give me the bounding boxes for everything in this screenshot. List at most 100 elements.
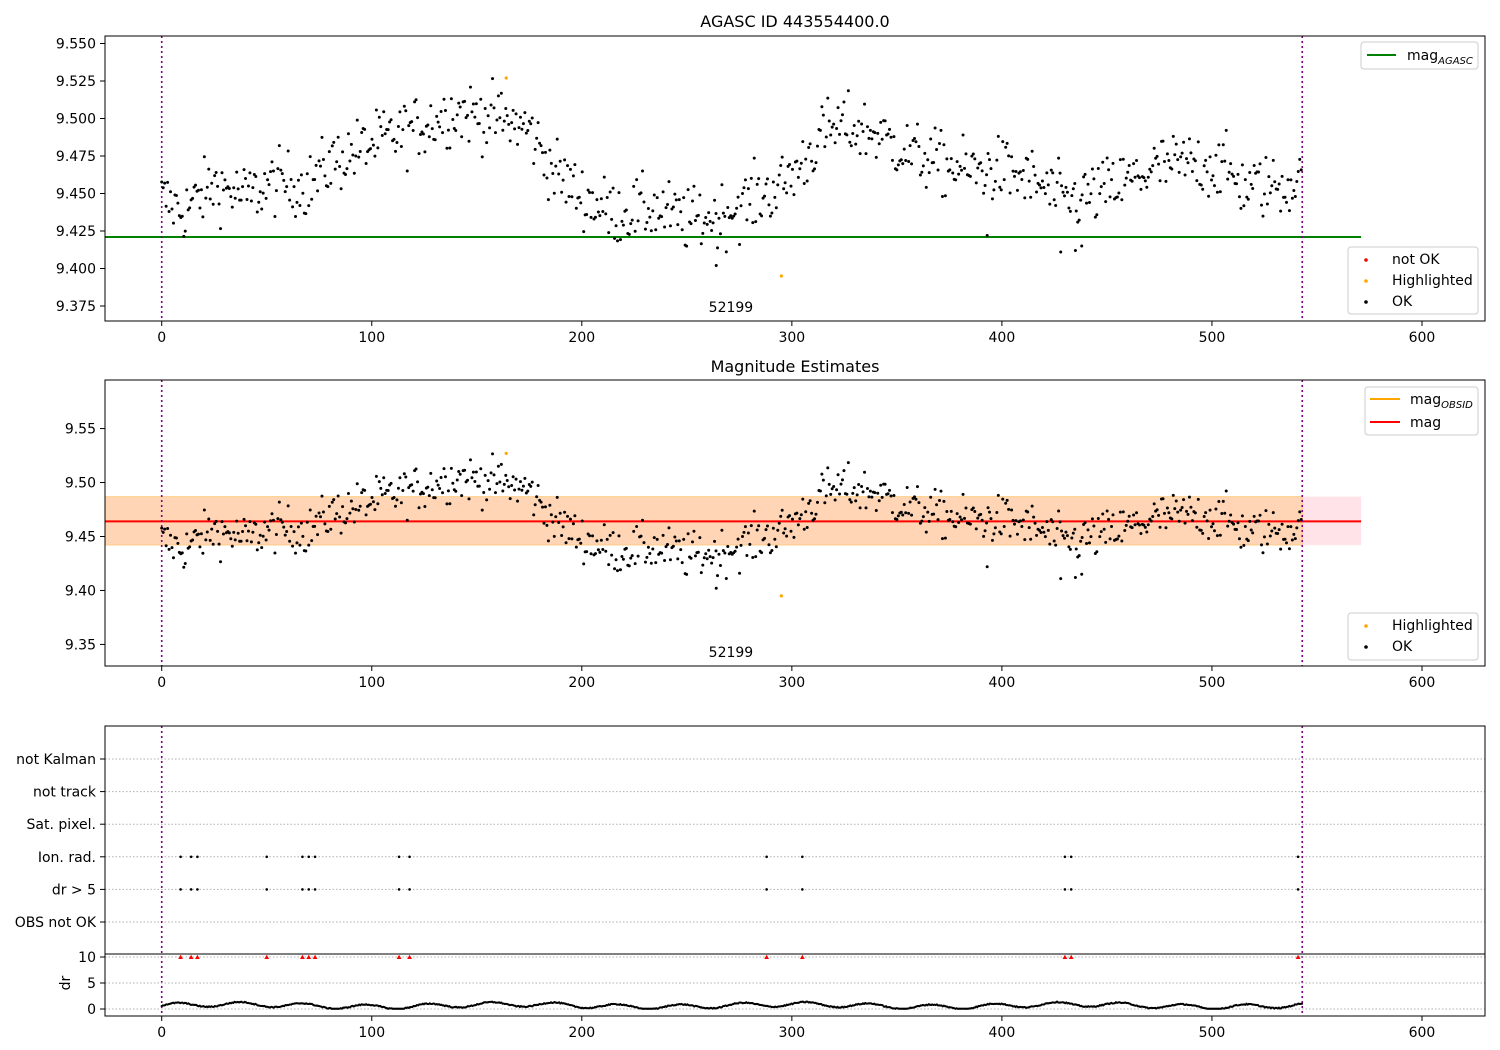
ok-point <box>848 140 852 144</box>
ok-point <box>801 140 805 144</box>
ok-point <box>174 536 178 540</box>
ok-point <box>620 555 624 559</box>
ok-point <box>923 151 927 155</box>
ok-point <box>1237 537 1241 541</box>
ok-point <box>1286 525 1290 529</box>
ok-point <box>1067 545 1071 549</box>
ok-point <box>827 119 831 123</box>
ok-point <box>401 488 405 492</box>
ok-point <box>790 167 794 171</box>
ok-point <box>1143 179 1147 183</box>
ok-point <box>1095 213 1099 217</box>
ok-point <box>286 504 290 508</box>
ok-point <box>488 487 492 491</box>
ok-point <box>430 488 434 492</box>
ok-point <box>1012 174 1016 178</box>
ok-point <box>1186 512 1190 516</box>
ok-point <box>344 521 348 525</box>
ok-point <box>321 157 325 161</box>
ok-point <box>1132 162 1136 166</box>
ok-point <box>714 264 718 267</box>
ok-point <box>1055 180 1059 184</box>
ok-point <box>291 544 295 548</box>
ok-point <box>269 519 273 523</box>
ok-point <box>486 479 490 483</box>
ok-point <box>645 555 649 559</box>
ok-point <box>289 524 293 528</box>
ok-point <box>579 541 583 545</box>
ok-point <box>883 482 887 486</box>
ok-point <box>235 170 239 174</box>
ok-point <box>517 126 521 130</box>
ok-point <box>191 538 195 542</box>
ok-point <box>910 162 914 166</box>
ok-point <box>167 547 171 551</box>
ok-point <box>736 537 740 541</box>
ok-point <box>745 218 749 222</box>
ok-point <box>1155 508 1159 512</box>
ok-point <box>1273 180 1277 184</box>
ok-point <box>1174 499 1178 503</box>
ok-point <box>899 158 903 162</box>
ok-point <box>258 533 262 537</box>
ok-point <box>663 225 667 229</box>
ok-point <box>407 124 411 128</box>
ok-point <box>867 495 871 499</box>
ok-point <box>1083 172 1087 176</box>
ok-point <box>223 525 227 529</box>
ok-point <box>1142 523 1146 527</box>
ok-point <box>285 530 289 534</box>
ok-point <box>792 193 796 197</box>
ok-point <box>529 122 533 126</box>
ok-point <box>1139 532 1143 536</box>
ok-point <box>652 193 656 197</box>
ok-point <box>1249 528 1253 532</box>
ok-point <box>532 162 536 166</box>
ok-point <box>1064 185 1068 189</box>
ok-point <box>760 551 764 555</box>
ok-point <box>892 494 896 498</box>
ok-point <box>1011 518 1015 522</box>
flag-row-label: Ion. rad. <box>38 850 96 866</box>
ok-point <box>348 159 352 163</box>
ok-point <box>370 137 374 141</box>
ok-point <box>1092 177 1096 181</box>
ok-point <box>730 216 734 220</box>
ok-point <box>1158 179 1162 183</box>
ok-point <box>833 498 837 502</box>
ok-point <box>992 188 996 192</box>
ok-point <box>508 497 512 501</box>
ok-point <box>943 536 947 540</box>
ok-point <box>1248 519 1252 523</box>
ok-point <box>1218 190 1222 194</box>
ok-point <box>564 200 568 204</box>
ok-point <box>973 510 977 514</box>
ok-point <box>220 520 224 524</box>
ok-point <box>1232 174 1236 178</box>
ok-point <box>239 198 243 202</box>
ok-point <box>285 185 289 189</box>
dr-clipped-marker <box>264 954 270 959</box>
ok-point <box>242 517 246 521</box>
ok-point <box>1043 192 1047 196</box>
ok-point <box>933 487 937 491</box>
ok-point <box>1187 137 1191 141</box>
ok-point <box>382 476 386 480</box>
ok-point <box>739 204 743 208</box>
ok-point <box>1246 539 1250 543</box>
ok-point <box>1030 504 1034 508</box>
ok-point <box>1214 507 1218 511</box>
ok-point <box>213 174 217 178</box>
panel-agasc: AGASC ID 443554400.0 <box>700 12 889 31</box>
dr-tick-label: 10 <box>78 950 96 966</box>
ok-point <box>654 561 658 565</box>
ok-point <box>840 478 844 482</box>
ok-point <box>1208 155 1212 159</box>
ok-point <box>201 215 205 219</box>
ok-point <box>1055 527 1059 531</box>
panel-magnitude-estimates: Magnitude Estimates <box>711 357 880 376</box>
ok-point <box>873 131 877 135</box>
ok-point <box>1107 168 1111 172</box>
ok-point <box>608 190 612 194</box>
legend-label: Highlighted <box>1392 273 1473 289</box>
